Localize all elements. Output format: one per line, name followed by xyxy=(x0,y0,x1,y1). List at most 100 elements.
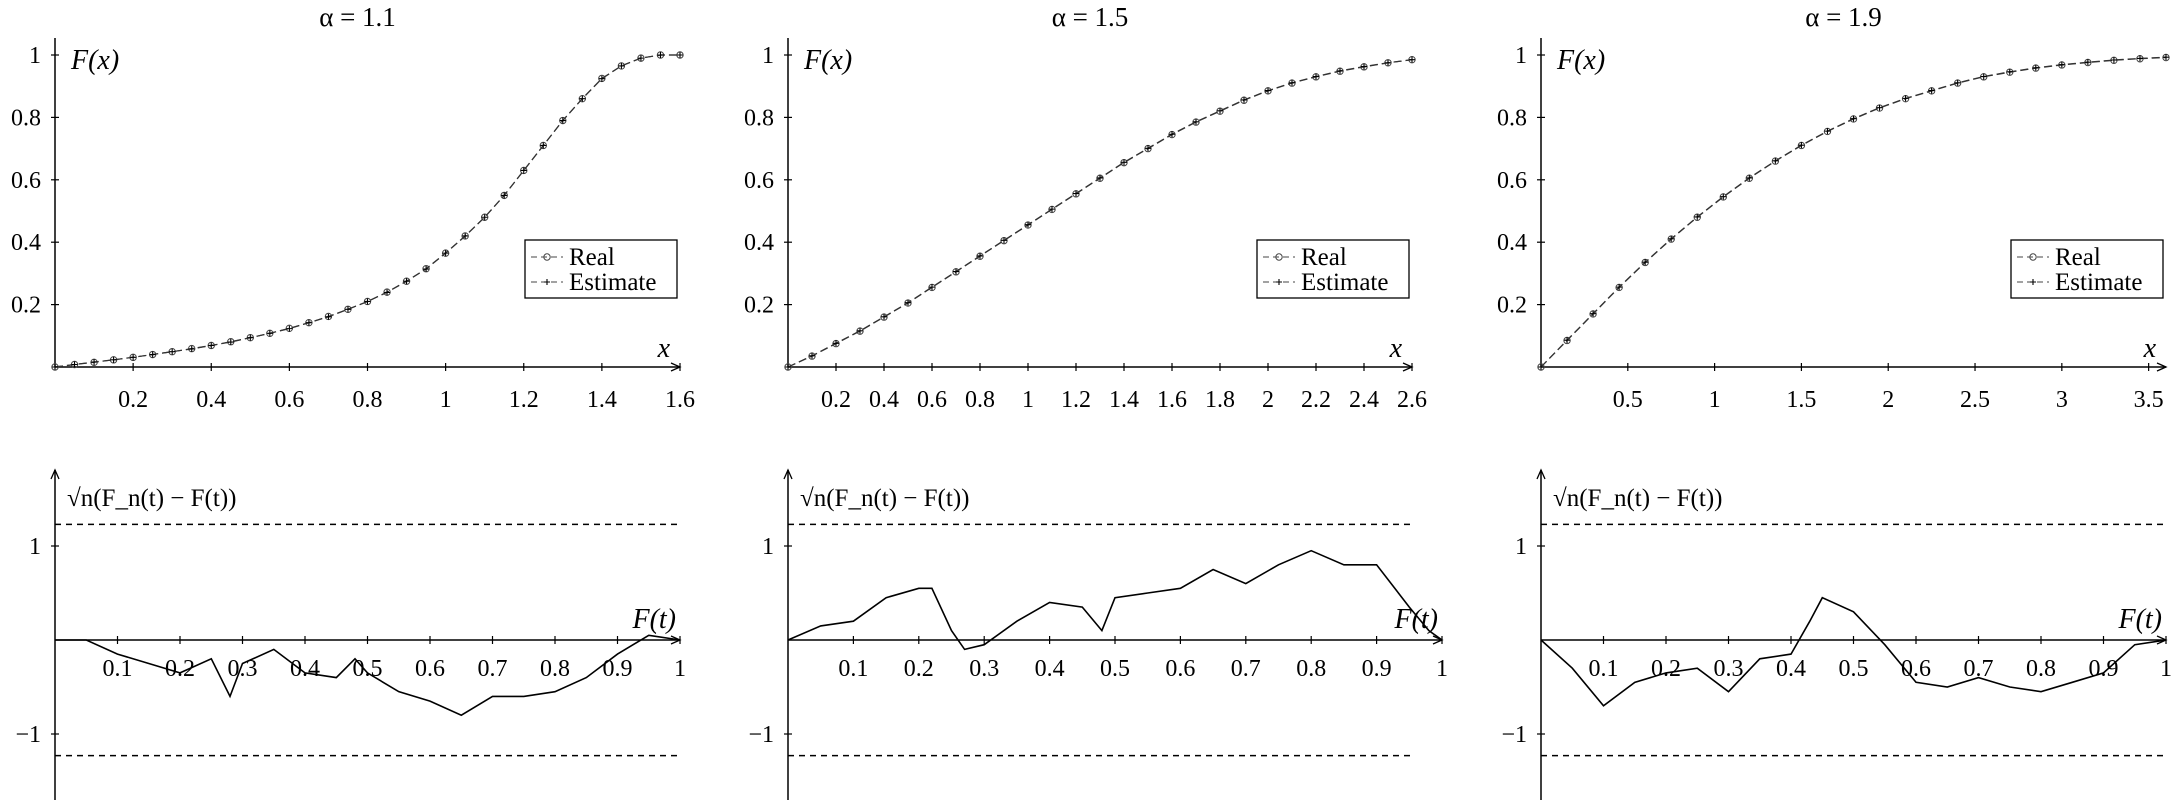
y-tick-label: 0.4 xyxy=(744,230,774,256)
data-point-estimate xyxy=(1902,95,1909,102)
data-point-estimate xyxy=(1121,159,1127,166)
data-point-estimate xyxy=(1642,259,1649,266)
x-tick-label: 0.8 xyxy=(540,656,570,682)
data-point-estimate xyxy=(169,348,176,355)
process-path xyxy=(55,634,681,717)
series-line-estimate xyxy=(1540,56,2167,368)
data-point-estimate xyxy=(1772,157,1779,164)
data-point-estimate xyxy=(785,364,791,370)
data-point-real xyxy=(617,62,626,70)
data-point-estimate xyxy=(1385,59,1391,66)
data-point-estimate xyxy=(1361,63,1367,70)
data-point-estimate xyxy=(929,284,935,291)
data-point-estimate xyxy=(227,339,234,346)
legend-box xyxy=(524,239,678,299)
y-tick-label: 0.6 xyxy=(1497,168,1527,194)
chart-title: α = 1.9 xyxy=(1805,2,1882,32)
data-point-estimate xyxy=(384,289,391,296)
legend-label: Estimate xyxy=(2055,269,2142,296)
data-point-estimate xyxy=(1876,104,1883,111)
data-point-estimate xyxy=(1668,235,1675,242)
data-point-estimate xyxy=(305,319,312,326)
x-tick-label: 2.4 xyxy=(1349,387,1379,413)
x-tick-label: 0.2 xyxy=(904,656,934,682)
data-point-real xyxy=(266,329,274,338)
legend-marker-plus-icon xyxy=(1276,279,1282,285)
data-point-estimate xyxy=(1850,115,1857,122)
x-tick-label: 3.5 xyxy=(2134,387,2164,413)
x-tick-label: 1.6 xyxy=(1157,387,1187,413)
data-point-estimate xyxy=(149,351,156,358)
x-axis-label: x xyxy=(657,333,671,364)
x-tick-label: 1 xyxy=(1709,387,1721,413)
y-tick-label: 1 xyxy=(29,43,41,69)
data-point-estimate xyxy=(953,268,959,275)
data-point-real xyxy=(461,232,469,240)
x-tick-label: 0.5 xyxy=(353,656,383,682)
x-tick-label: 0.7 xyxy=(1231,656,1261,682)
data-point-estimate xyxy=(2084,59,2091,66)
x-tick-label: 2 xyxy=(1882,387,1894,413)
data-point-estimate xyxy=(462,232,469,239)
x-tick-label: 0.3 xyxy=(228,656,258,682)
x-tick-label: 1 xyxy=(440,387,452,413)
legend-marker-circle-icon xyxy=(2029,253,2037,261)
x-tick-label: 1 xyxy=(1436,656,1448,682)
x-tick-label: 0.2 xyxy=(821,387,851,413)
x-tick-label: 0.7 xyxy=(478,656,508,682)
x-tick-label: 0.1 xyxy=(838,656,868,682)
x-tick-label: 1 xyxy=(674,656,686,682)
data-point-estimate xyxy=(1928,87,1935,94)
x-tick-label: 0.4 xyxy=(196,387,226,413)
y-axis-arrow-icon xyxy=(50,468,60,480)
series-line-real xyxy=(54,54,680,368)
x-tick-label: 0.3 xyxy=(1714,656,1744,682)
x-tick-label: 0.4 xyxy=(1035,656,1065,682)
x-tick-label: 1.4 xyxy=(1109,387,1139,413)
data-point-estimate xyxy=(2006,68,2013,75)
data-point-estimate xyxy=(266,330,273,337)
legend-marker-plus-icon xyxy=(544,279,550,285)
data-point-estimate xyxy=(1616,284,1623,291)
data-point-real xyxy=(578,94,587,103)
y-tick-label: 0.6 xyxy=(11,168,41,194)
y-axis-label: √n(F_n(t) − F(t)) xyxy=(800,485,969,512)
data-point-estimate xyxy=(403,278,410,285)
y-axis-label: √n(F_n(t) − F(t)) xyxy=(1553,485,1722,512)
data-point-estimate xyxy=(1241,96,1247,103)
data-point-estimate xyxy=(579,95,586,102)
data-point-real xyxy=(559,116,567,125)
data-point-estimate xyxy=(1746,174,1753,181)
y-tick-label: 0.4 xyxy=(1497,230,1527,256)
legend-label: Estimate xyxy=(1301,269,1388,296)
x-tick-label: 0.3 xyxy=(969,656,999,682)
x-tick-label: 0.5 xyxy=(1100,656,1130,682)
x-tick-label: 1.2 xyxy=(509,387,539,413)
data-point-estimate xyxy=(1337,67,1343,74)
series-line-estimate xyxy=(787,59,1413,368)
data-point-estimate xyxy=(833,340,839,347)
data-point-real xyxy=(363,297,372,306)
x-tick-label: 0.6 xyxy=(1165,656,1195,682)
chart-title: α = 1.5 xyxy=(1052,2,1129,32)
chart-title: α = 1.1 xyxy=(319,2,396,32)
data-point-estimate xyxy=(91,359,98,366)
data-point-estimate xyxy=(881,313,887,320)
data-point-estimate xyxy=(1313,73,1319,80)
x-tick-label: 1.8 xyxy=(1205,387,1235,413)
data-point-estimate xyxy=(442,250,449,257)
y-axis-label: F(x) xyxy=(803,45,852,76)
data-point-estimate xyxy=(247,334,254,341)
x-axis-label: F(t) xyxy=(2117,604,2162,635)
data-point-estimate xyxy=(1217,107,1223,114)
data-point-estimate xyxy=(1169,131,1175,138)
data-point-real xyxy=(246,333,255,342)
legend-label: Real xyxy=(2055,244,2101,271)
y-tick-label: 0.2 xyxy=(1497,293,1527,319)
data-point-real xyxy=(1537,363,1545,371)
y-tick-label: 0.2 xyxy=(11,293,41,319)
data-point-estimate xyxy=(2136,55,2143,62)
x-tick-label: 0.8 xyxy=(353,387,383,413)
data-point-real xyxy=(500,191,508,200)
x-tick-label: 0.1 xyxy=(103,656,133,682)
